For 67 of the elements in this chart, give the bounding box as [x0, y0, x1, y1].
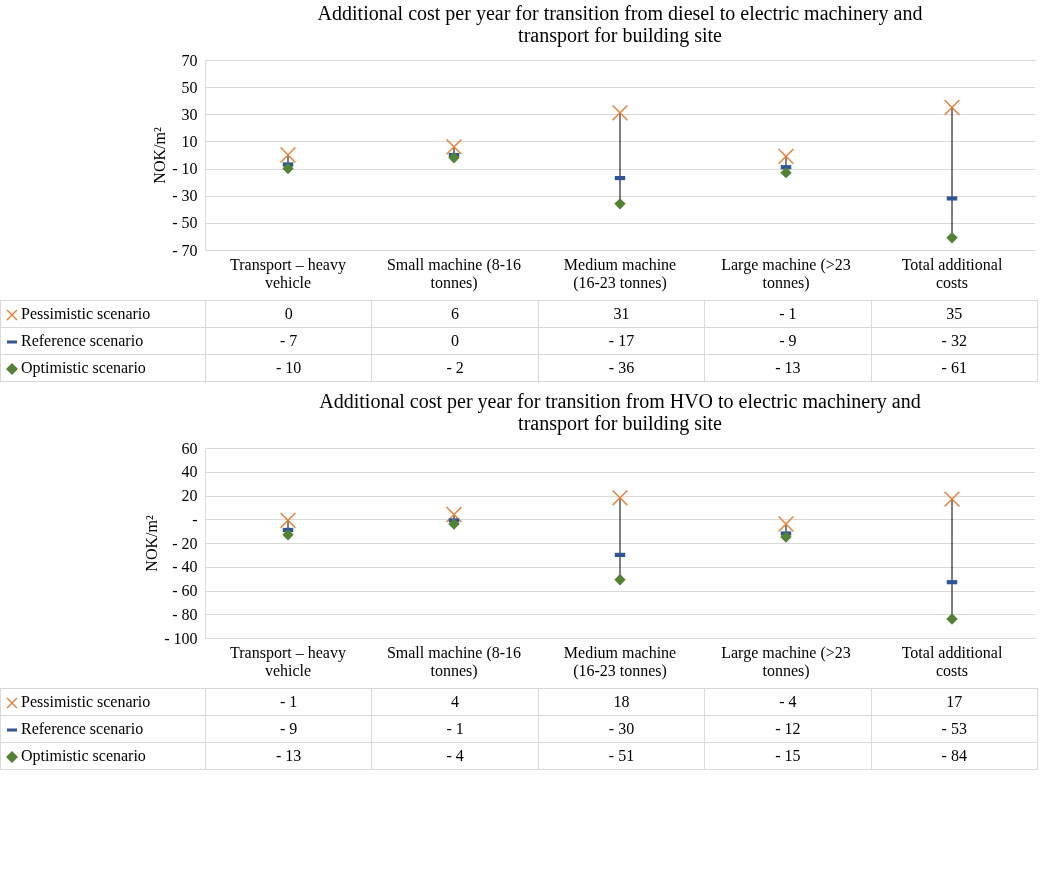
data-label: 0 [205, 300, 372, 328]
y-tick-label: - [192, 510, 198, 528]
data-label: - 84 [871, 742, 1038, 770]
data-label: - 4 [704, 688, 872, 716]
legend-label: Optimistic scenario [21, 359, 146, 376]
data-label: 18 [538, 688, 705, 716]
chart-title: Additional cost per year for transition from HVO to electric machinery and transport for building site [319, 390, 921, 435]
legend-label: Pessimistic scenario [21, 693, 151, 710]
y-tick-label: - 50 [172, 214, 198, 232]
y-axis-title: NOK/m² [143, 515, 161, 572]
legend-label: Reference scenario [21, 332, 144, 349]
legend-label: Reference scenario [21, 720, 144, 737]
y-tick-label: - 70 [172, 241, 198, 259]
data-label: - 10 [205, 354, 372, 382]
x-tick-label: Total additional costs [901, 643, 1003, 679]
y-tick-label: - 20 [172, 534, 198, 552]
data-label: 17 [871, 688, 1038, 716]
data-label: - 30 [538, 715, 705, 743]
x-tick-label: Small machine (8-16 tonnes) [386, 643, 522, 680]
data-label: 4 [371, 688, 539, 716]
x-tick-label: Small machine (8-16 tonnes) [386, 255, 522, 292]
data-label: - 51 [538, 742, 705, 770]
y-axis-title: NOK/m² [151, 127, 169, 184]
data-label: 0 [371, 327, 539, 355]
data-label: - 36 [538, 354, 705, 382]
data-label: - 12 [704, 715, 872, 743]
y-tick-label: 50 [181, 78, 198, 96]
data-label: - 1 [371, 715, 539, 743]
legend-label: Optimistic scenario [21, 747, 146, 764]
data-label: - 61 [871, 354, 1038, 382]
x-tick-label: Medium machine (16-23 tonnes) [563, 643, 677, 680]
data-label: - 17 [538, 327, 705, 355]
y-tick-label: 20 [181, 487, 198, 504]
y-tick-label: 40 [181, 463, 198, 481]
x-tick-label: Total additional costs [901, 255, 1003, 291]
y-tick-label: - 60 [172, 582, 198, 599]
x-tick-label: Medium machine (16-23 tonnes) [563, 255, 677, 292]
data-label: - 9 [205, 715, 372, 743]
data-label: - 1 [205, 688, 372, 716]
data-label: 6 [371, 300, 539, 328]
y-tick-label: - 10 [172, 160, 198, 178]
data-label: 35 [871, 300, 1038, 328]
y-tick-label: 30 [181, 105, 198, 123]
legend-label: Pessimistic scenario [21, 305, 151, 322]
data-label: - 15 [704, 742, 872, 770]
y-tick-label: - 100 [164, 629, 198, 647]
x-tick-label: Transport – heavy vehicle [230, 643, 346, 679]
x-tick-label: Large machine (>23 tonnes) [721, 255, 851, 292]
data-label: - 32 [871, 327, 1038, 355]
chart-title: Additional cost per year for transition from diesel to electric machinery and transport for building site [317, 2, 923, 47]
x-tick-label: Large machine (>23 tonnes) [721, 643, 851, 680]
y-tick-label: 60 [181, 439, 198, 457]
data-label: - 13 [704, 354, 872, 382]
y-tick-label: 10 [181, 132, 198, 150]
y-tick-label: 70 [181, 51, 198, 69]
x-tick-label: Transport – heavy vehicle [230, 255, 346, 291]
data-label: - 13 [205, 742, 372, 770]
y-tick-label: - 80 [172, 605, 198, 623]
data-label: 31 [538, 300, 705, 328]
y-tick-label: - 40 [172, 558, 198, 576]
data-label: - 2 [371, 354, 539, 382]
data-label: - 53 [871, 715, 1038, 743]
data-label: - 1 [704, 300, 872, 328]
data-label: - 7 [205, 327, 372, 355]
data-label: - 9 [704, 327, 872, 355]
y-tick-label: - 30 [172, 187, 198, 205]
data-label: - 4 [371, 742, 539, 770]
